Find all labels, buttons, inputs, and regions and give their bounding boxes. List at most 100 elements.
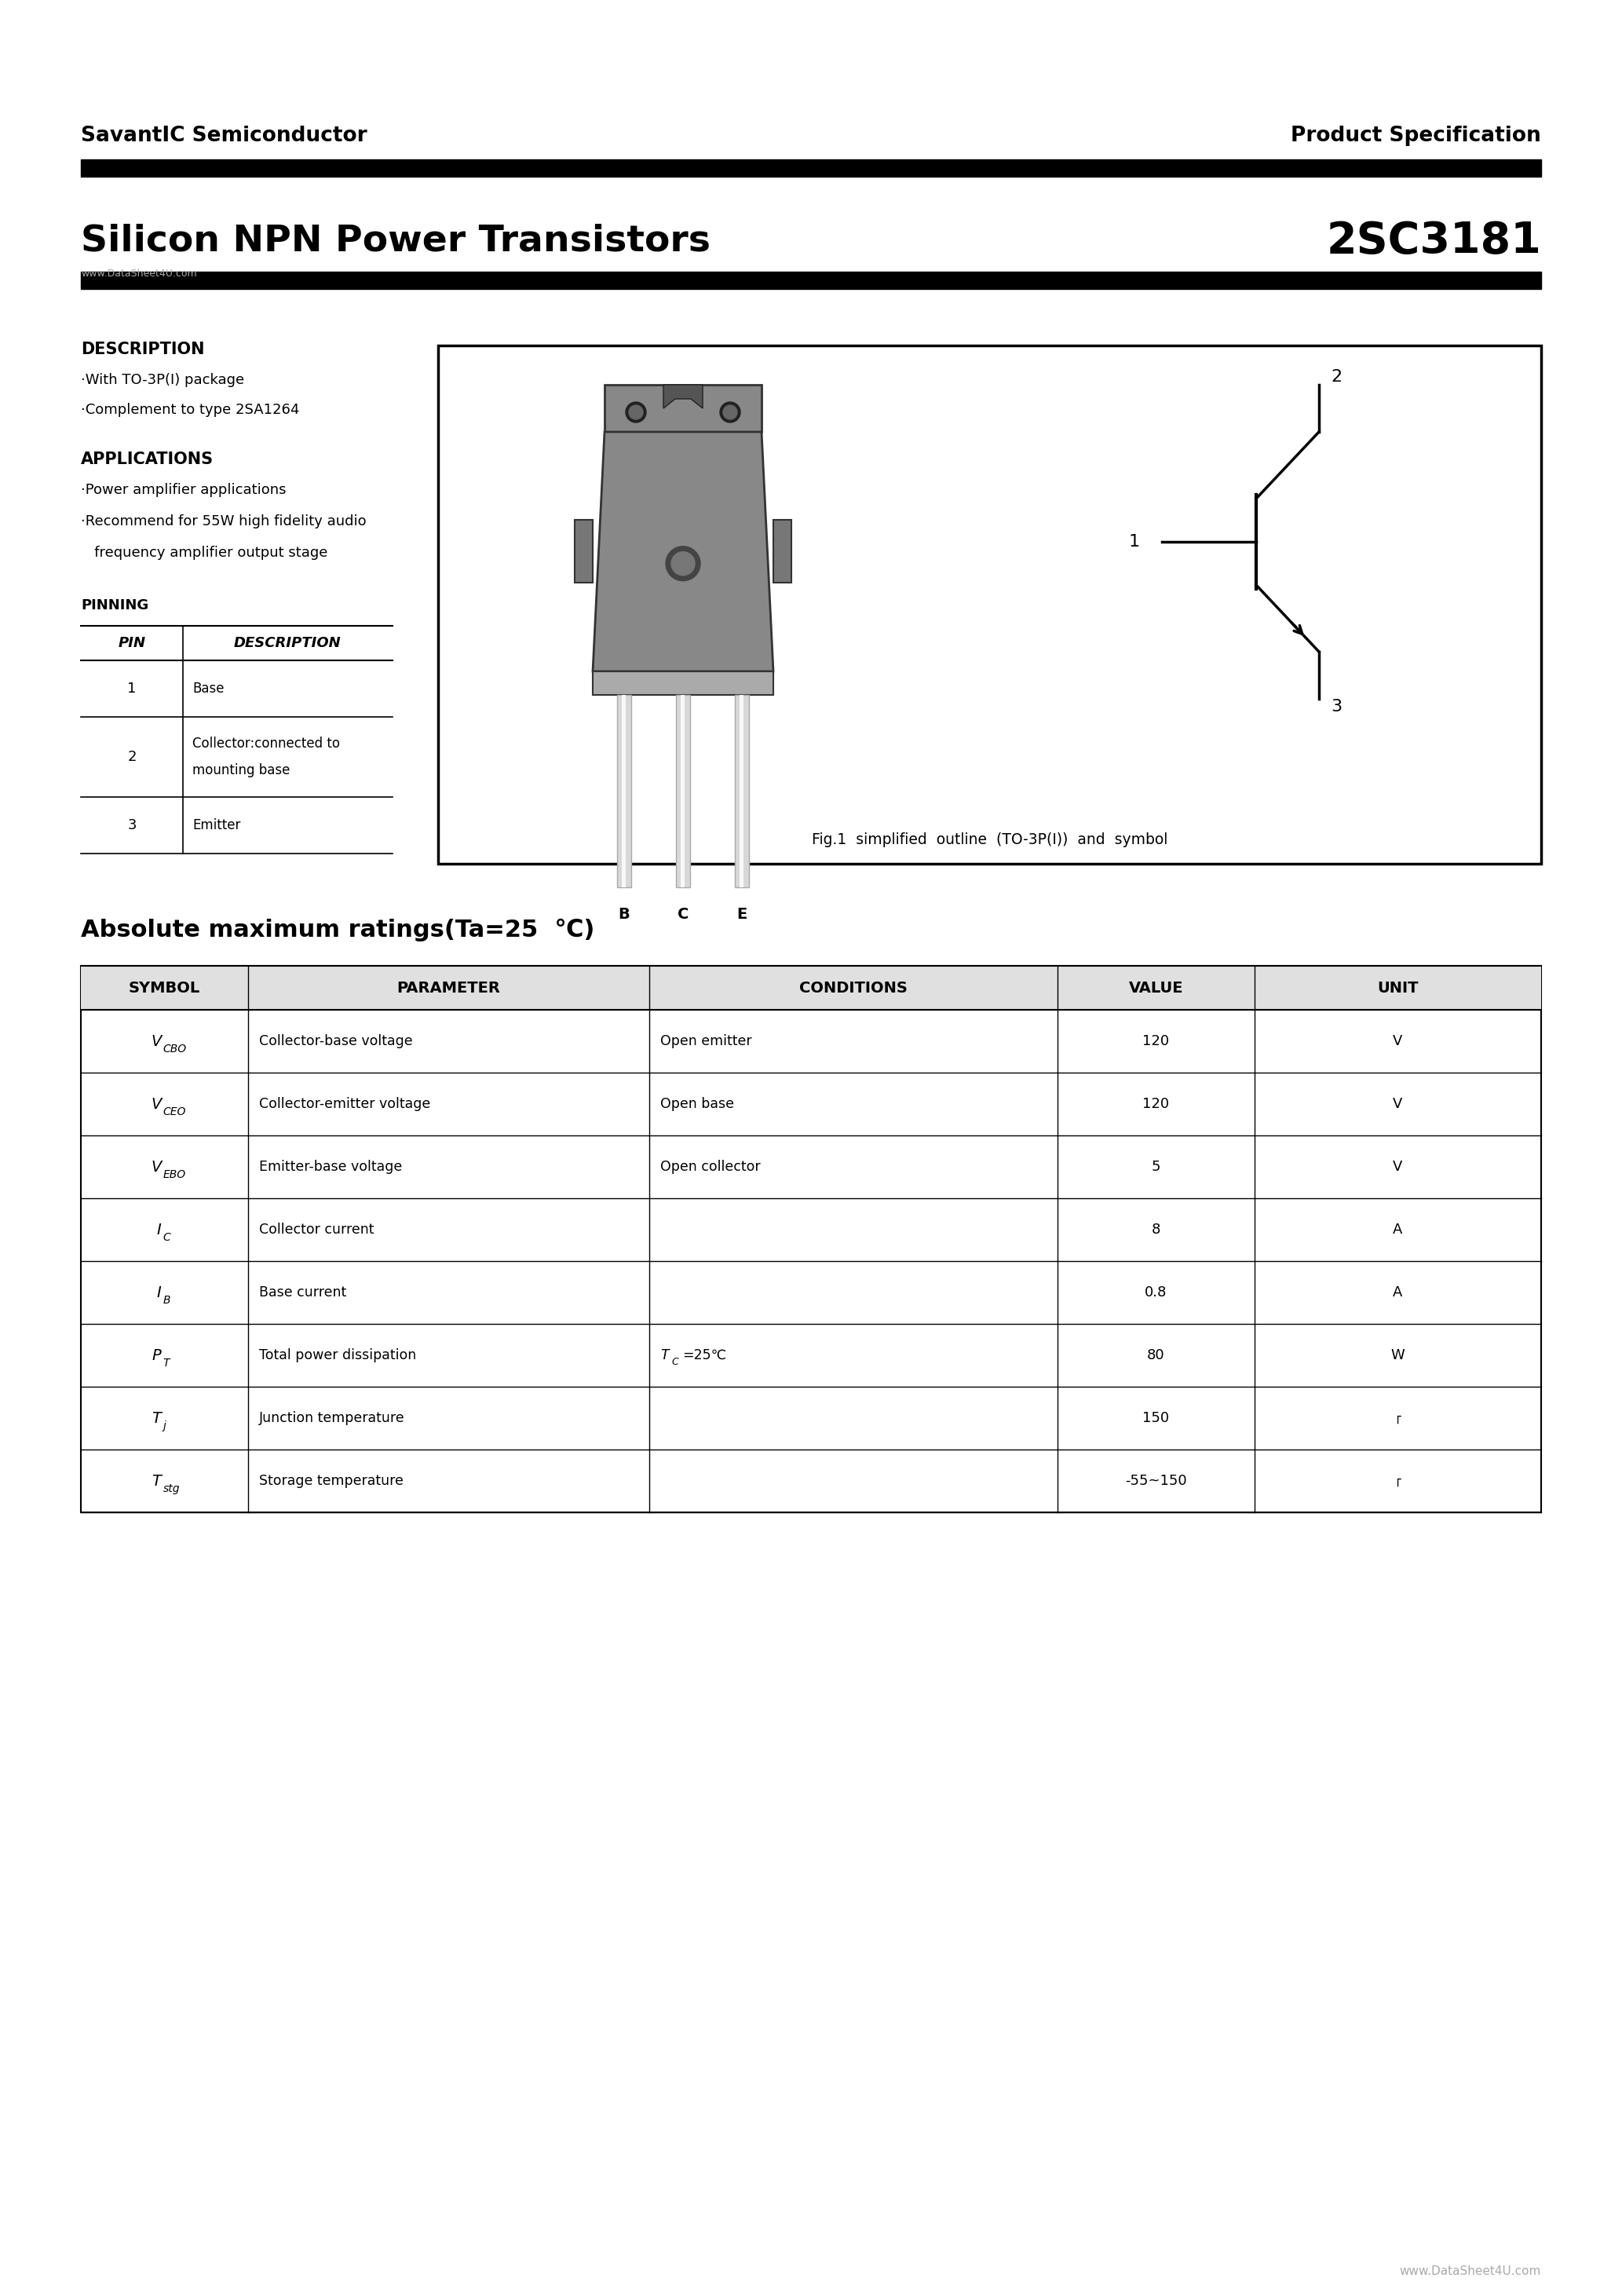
Text: 0.8: 0.8 [1145, 1286, 1168, 1300]
Text: Open collector: Open collector [660, 1159, 761, 1173]
Text: Open base: Open base [660, 1097, 735, 1111]
Text: Base: Base [193, 682, 224, 696]
Text: PARAMETER: PARAMETER [397, 980, 501, 994]
Bar [81, 158, 1541, 177]
Text: V: V [1393, 1097, 1403, 1111]
Text: V: V [1393, 1159, 1403, 1173]
Text: 2: 2 [128, 751, 136, 765]
Text: T: T [152, 1410, 161, 1426]
Text: 150: 150 [1142, 1412, 1169, 1426]
Text: Junction temperature: Junction temperature [260, 1412, 406, 1426]
Text: 3: 3 [1330, 698, 1341, 714]
Circle shape [626, 402, 646, 422]
Bar [81, 967, 1541, 1010]
Text: Product Specification: Product Specification [1291, 126, 1541, 147]
Text: CBO: CBO [162, 1045, 187, 1054]
Text: 1: 1 [1129, 535, 1140, 549]
Text: B: B [162, 1295, 170, 1306]
Text: Total power dissipation: Total power dissipation [260, 1348, 417, 1362]
Text: W: W [1392, 1348, 1405, 1362]
Polygon shape [774, 519, 792, 583]
Bar [735, 696, 749, 886]
Text: 120: 120 [1142, 1097, 1169, 1111]
Text: E: E [736, 907, 748, 923]
Text: Collector-emitter voltage: Collector-emitter voltage [260, 1097, 430, 1111]
Text: DESCRIPTION: DESCRIPTION [234, 636, 341, 650]
Text: j: j [162, 1421, 165, 1430]
Bar [616, 696, 631, 886]
Text: Collector:connected to: Collector:connected to [193, 737, 341, 751]
Text: Silicon NPN Power Transistors: Silicon NPN Power Transistors [81, 223, 710, 259]
Text: mounting base: mounting base [193, 765, 290, 778]
Text: PINNING: PINNING [81, 599, 149, 613]
Bar [81, 967, 1541, 1513]
Text: PIN: PIN [118, 636, 146, 650]
Text: SavantIC Semiconductor: SavantIC Semiconductor [81, 126, 367, 147]
Text: 8: 8 [1152, 1221, 1160, 1238]
Text: 2SC3181: 2SC3181 [1327, 220, 1541, 262]
Text: T: T [152, 1474, 161, 1488]
Text: C: C [162, 1233, 170, 1242]
Text: Emitter-base voltage: Emitter-base voltage [260, 1159, 402, 1173]
Bar [81, 271, 1541, 289]
Text: ·Recommend for 55W high fidelity audio: ·Recommend for 55W high fidelity audio [81, 514, 367, 528]
Bar [605, 386, 762, 432]
Text: Base current: Base current [260, 1286, 347, 1300]
Text: EBO: EBO [162, 1169, 187, 1180]
Circle shape [665, 546, 701, 581]
Text: T: T [162, 1357, 170, 1368]
Text: 80: 80 [1147, 1348, 1165, 1362]
Text: www.DataSheet4U.com: www.DataSheet4U.com [1400, 2266, 1541, 2278]
Text: I: I [157, 1286, 161, 1300]
Text: V: V [151, 1097, 161, 1111]
Bar [740, 696, 743, 886]
Circle shape [672, 551, 694, 576]
Text: =25℃: =25℃ [683, 1348, 727, 1362]
Text: SYMBOL: SYMBOL [128, 980, 200, 994]
Text: CONDITIONS: CONDITIONS [800, 980, 908, 994]
Text: CEO: CEO [162, 1107, 187, 1118]
Text: P: P [152, 1348, 161, 1364]
Text: T: T [660, 1348, 668, 1362]
Text: ·Complement to type 2SA1264: ·Complement to type 2SA1264 [81, 402, 300, 418]
Text: 3: 3 [128, 817, 136, 833]
Polygon shape [592, 432, 774, 670]
Text: ·With TO-3P(I) package: ·With TO-3P(I) package [81, 372, 245, 388]
Polygon shape [663, 386, 702, 409]
Circle shape [723, 404, 738, 420]
Bar [438, 344, 1541, 863]
Text: VALUE: VALUE [1129, 980, 1184, 994]
Text: -55~150: -55~150 [1126, 1474, 1187, 1488]
Text: 5: 5 [1152, 1159, 1161, 1173]
Text: V: V [151, 1033, 161, 1049]
Text: APPLICATIONS: APPLICATIONS [81, 452, 214, 466]
Circle shape [629, 404, 642, 420]
Text: www.DataSheet4U.com: www.DataSheet4U.com [81, 269, 196, 278]
Text: ·Power amplifier applications: ·Power amplifier applications [81, 482, 285, 496]
Text: A: A [1393, 1221, 1403, 1238]
Text: I: I [157, 1221, 161, 1238]
Bar [592, 670, 774, 696]
Text: 2: 2 [1330, 370, 1341, 386]
Text: C: C [672, 1357, 678, 1366]
Text: Collector-base voltage: Collector-base voltage [260, 1033, 412, 1049]
Polygon shape [574, 519, 592, 583]
Circle shape [720, 402, 740, 422]
Bar [621, 696, 626, 886]
Text: Emitter: Emitter [193, 817, 240, 833]
Text: ¬: ¬ [1390, 1476, 1405, 1486]
Text: 1: 1 [128, 682, 136, 696]
Text: Absolute maximum ratings(Ta=25  ℃): Absolute maximum ratings(Ta=25 ℃) [81, 918, 595, 941]
Text: UNIT: UNIT [1377, 980, 1419, 994]
Bar [681, 696, 684, 886]
Text: Open emitter: Open emitter [660, 1033, 753, 1049]
Text: V: V [1393, 1033, 1403, 1049]
Text: DESCRIPTION: DESCRIPTION [81, 342, 204, 358]
Bar [676, 696, 689, 886]
Text: Collector current: Collector current [260, 1221, 375, 1238]
Text: C: C [678, 907, 689, 923]
Text: 120: 120 [1142, 1033, 1169, 1049]
Text: Storage temperature: Storage temperature [260, 1474, 404, 1488]
Text: ¬: ¬ [1390, 1412, 1405, 1424]
Text: A: A [1393, 1286, 1403, 1300]
